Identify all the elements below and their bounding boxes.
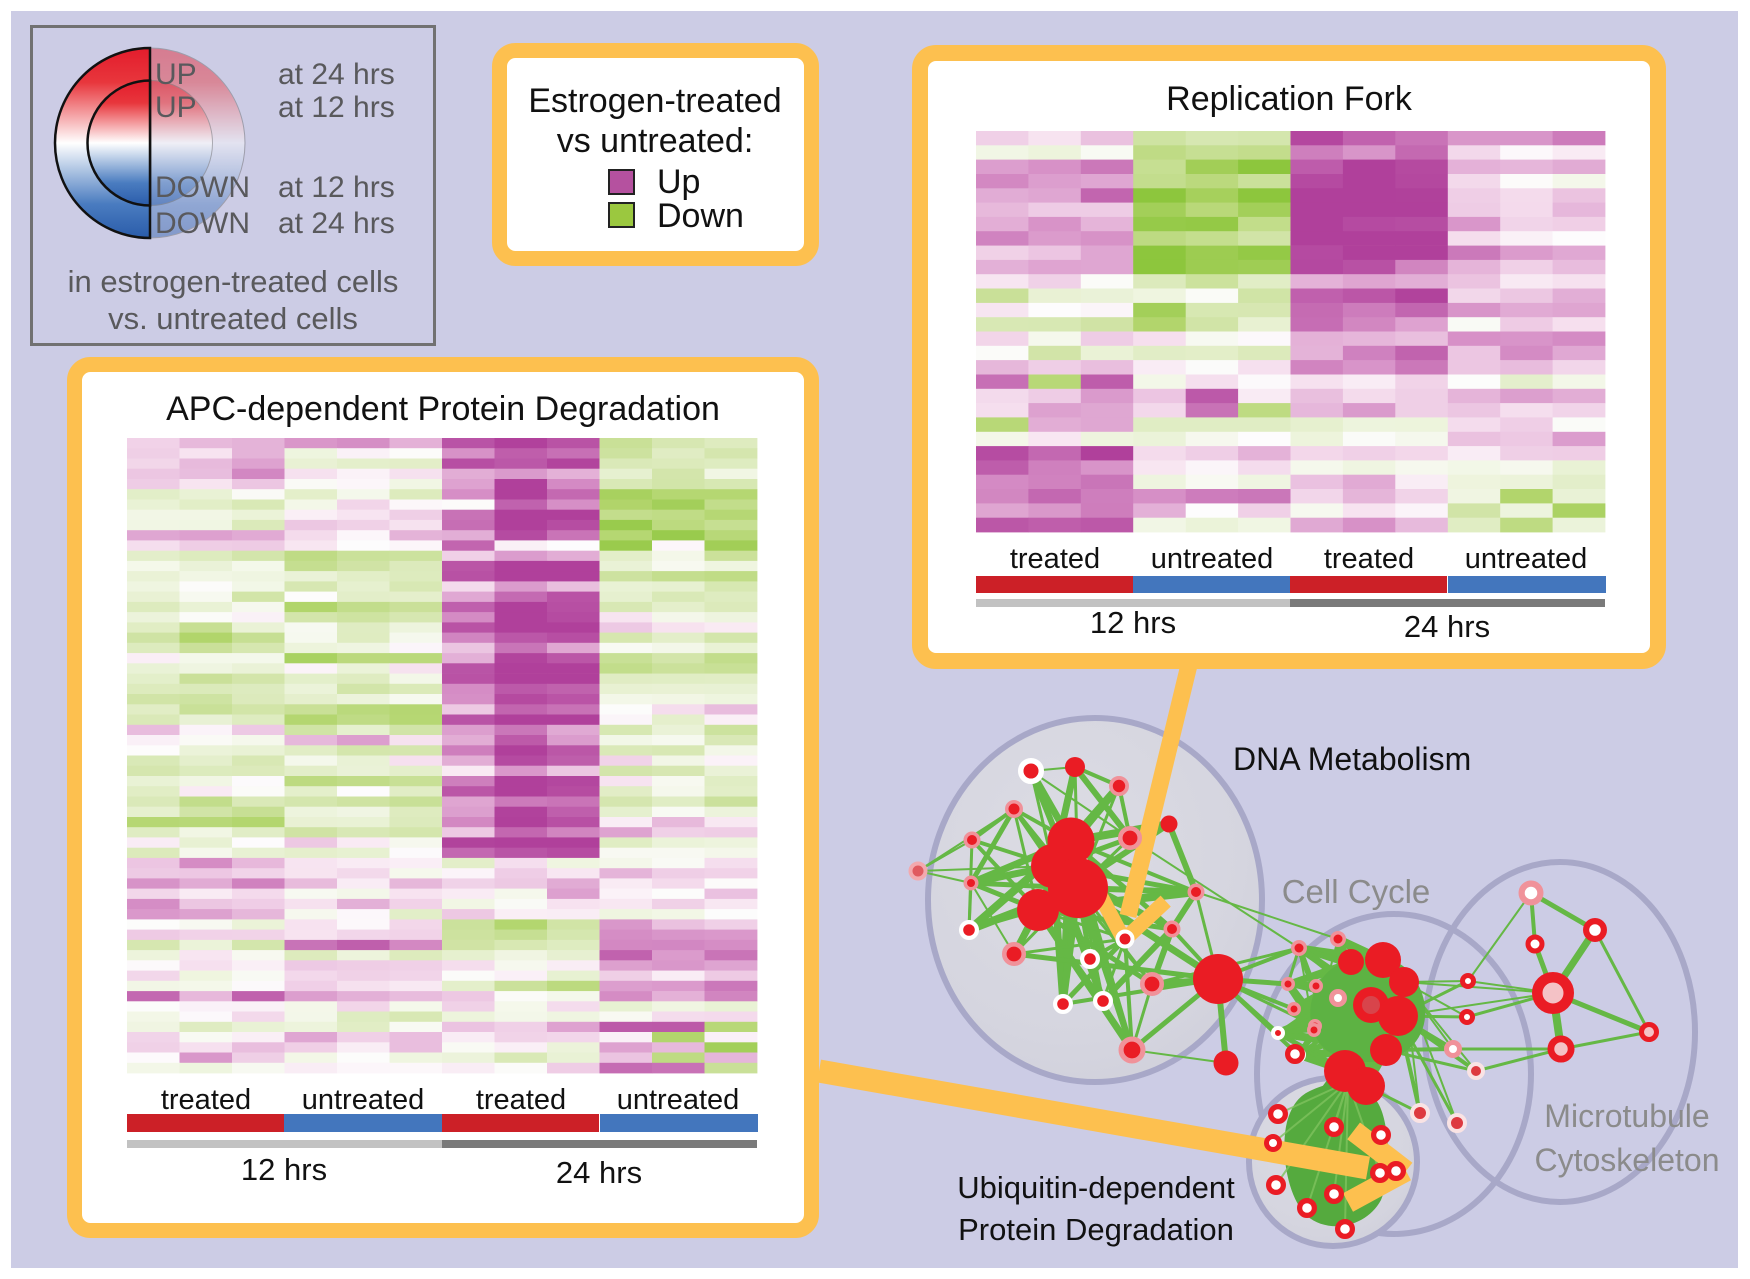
svg-text:vs. untreated cells: vs. untreated cells — [108, 301, 358, 336]
svg-text:Up: Up — [657, 163, 700, 201]
svg-text:24 hrs: 24 hrs — [556, 1155, 642, 1190]
svg-text:Replication Fork: Replication Fork — [1166, 80, 1413, 118]
svg-text:APC-dependent Protein Degradat: APC-dependent Protein Degradation — [166, 390, 720, 428]
svg-text:12 hrs: 12 hrs — [241, 1152, 327, 1187]
svg-text:UP: UP — [155, 58, 197, 91]
svg-text:at 24 hrs: at 24 hrs — [278, 207, 395, 240]
svg-text:Estrogen-treated: Estrogen-treated — [528, 82, 781, 120]
svg-text:at 12 hrs: at 12 hrs — [278, 171, 395, 204]
svg-text:DOWN: DOWN — [155, 207, 250, 240]
svg-text:untreated: untreated — [302, 1084, 425, 1116]
svg-text:at 24 hrs: at 24 hrs — [278, 58, 395, 91]
svg-text:Cell Cycle: Cell Cycle — [1282, 873, 1431, 910]
svg-text:in estrogen-treated cells: in estrogen-treated cells — [68, 264, 399, 299]
svg-text:24 hrs: 24 hrs — [1404, 609, 1490, 644]
svg-text:treated: treated — [1324, 543, 1414, 575]
svg-text:DOWN: DOWN — [155, 171, 250, 204]
svg-text:untreated: untreated — [1151, 543, 1274, 575]
svg-text:untreated: untreated — [1465, 543, 1588, 575]
svg-text:Protein Degradation: Protein Degradation — [958, 1212, 1234, 1247]
svg-text:treated: treated — [476, 1084, 566, 1116]
svg-text:untreated: untreated — [617, 1084, 740, 1116]
svg-text:treated: treated — [161, 1084, 251, 1116]
svg-text:DNA Metabolism: DNA Metabolism — [1233, 741, 1471, 777]
svg-text:Ubiquitin-dependent: Ubiquitin-dependent — [957, 1170, 1235, 1205]
svg-text:12 hrs: 12 hrs — [1090, 605, 1176, 640]
svg-text:Cytoskeleton: Cytoskeleton — [1535, 1142, 1720, 1178]
svg-text:UP: UP — [155, 91, 197, 124]
svg-text:Microtubule: Microtubule — [1544, 1098, 1709, 1134]
svg-text:at 12 hrs: at 12 hrs — [278, 91, 395, 124]
svg-text:Down: Down — [657, 197, 744, 235]
svg-text:vs untreated:: vs untreated: — [557, 122, 754, 160]
svg-text:treated: treated — [1010, 543, 1100, 575]
